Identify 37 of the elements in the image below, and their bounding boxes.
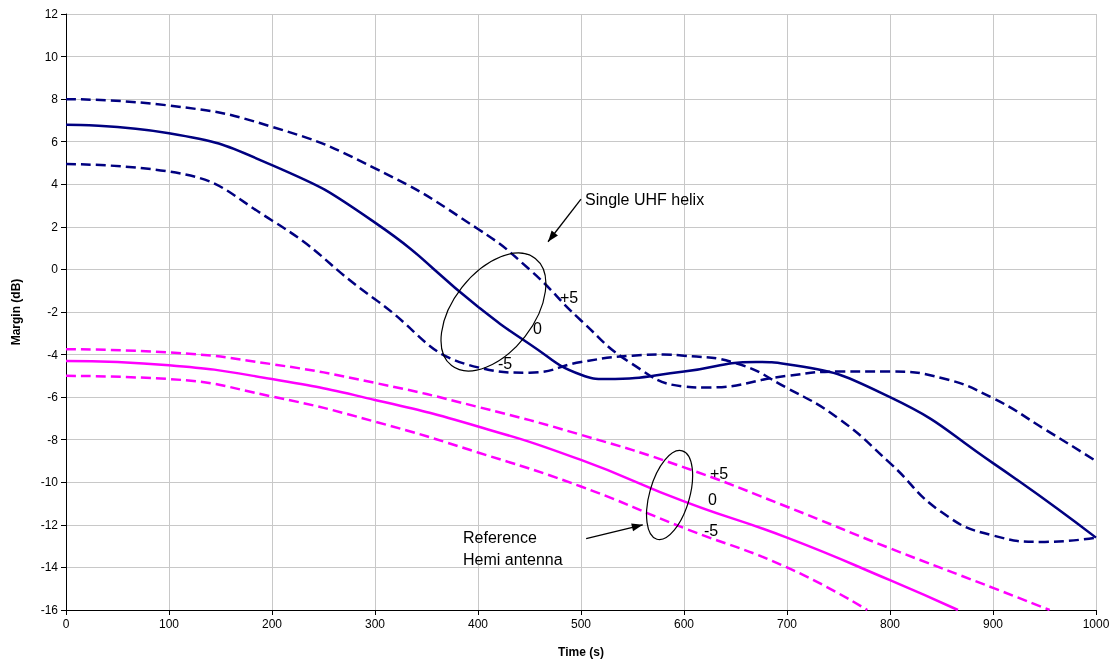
y-tick-label: -12 — [40, 517, 59, 532]
y-tick-label: -6 — [47, 390, 59, 405]
annotation: -5 — [704, 521, 719, 539]
x-axis-title: Time (s) — [558, 645, 604, 659]
x-tick-label: 300 — [364, 617, 386, 631]
x-tick-label: 800 — [879, 617, 901, 631]
x-tick-label: 100 — [158, 617, 180, 631]
y-tick-label: 12 — [44, 7, 59, 21]
y-tick-label: -2 — [47, 305, 59, 319]
line-series — [64, 374, 869, 612]
y-tick-label: -4 — [47, 347, 59, 362]
x-tick-label: 700 — [776, 617, 798, 631]
y-tick-label: 0 — [51, 262, 59, 277]
annotation: +5 — [710, 464, 729, 482]
y-axis-title: Margin (dB) — [9, 278, 23, 346]
y-tick-label: 10 — [44, 49, 59, 64]
x-tick-label: 1000 — [1082, 617, 1110, 631]
annotation: Reference Hemi antenna — [463, 528, 563, 568]
y-tick-label: 6 — [51, 134, 59, 149]
x-tick-label: 500 — [570, 617, 592, 631]
annotation: Single UHF helix — [585, 190, 705, 208]
annotation: -5 — [498, 354, 513, 372]
x-tick-label: 0 — [62, 617, 70, 631]
annotation: +5 — [560, 288, 579, 306]
x-tick-label: 900 — [982, 617, 1004, 631]
y-tick-label: 2 — [51, 219, 59, 234]
y-tick-label: 8 — [51, 92, 59, 107]
y-tick-label: -10 — [40, 475, 59, 490]
x-tick-label: 600 — [673, 617, 695, 631]
y-tick-label: -16 — [40, 603, 59, 617]
y-tick-label: -8 — [47, 432, 59, 447]
annotation: 0 — [708, 490, 717, 508]
y-tick-label: -14 — [40, 560, 59, 575]
y-tick-label: 4 — [51, 177, 59, 192]
x-tick-label: 200 — [261, 617, 283, 631]
annotation: 0 — [533, 319, 542, 337]
x-tick-label: 400 — [467, 617, 489, 631]
